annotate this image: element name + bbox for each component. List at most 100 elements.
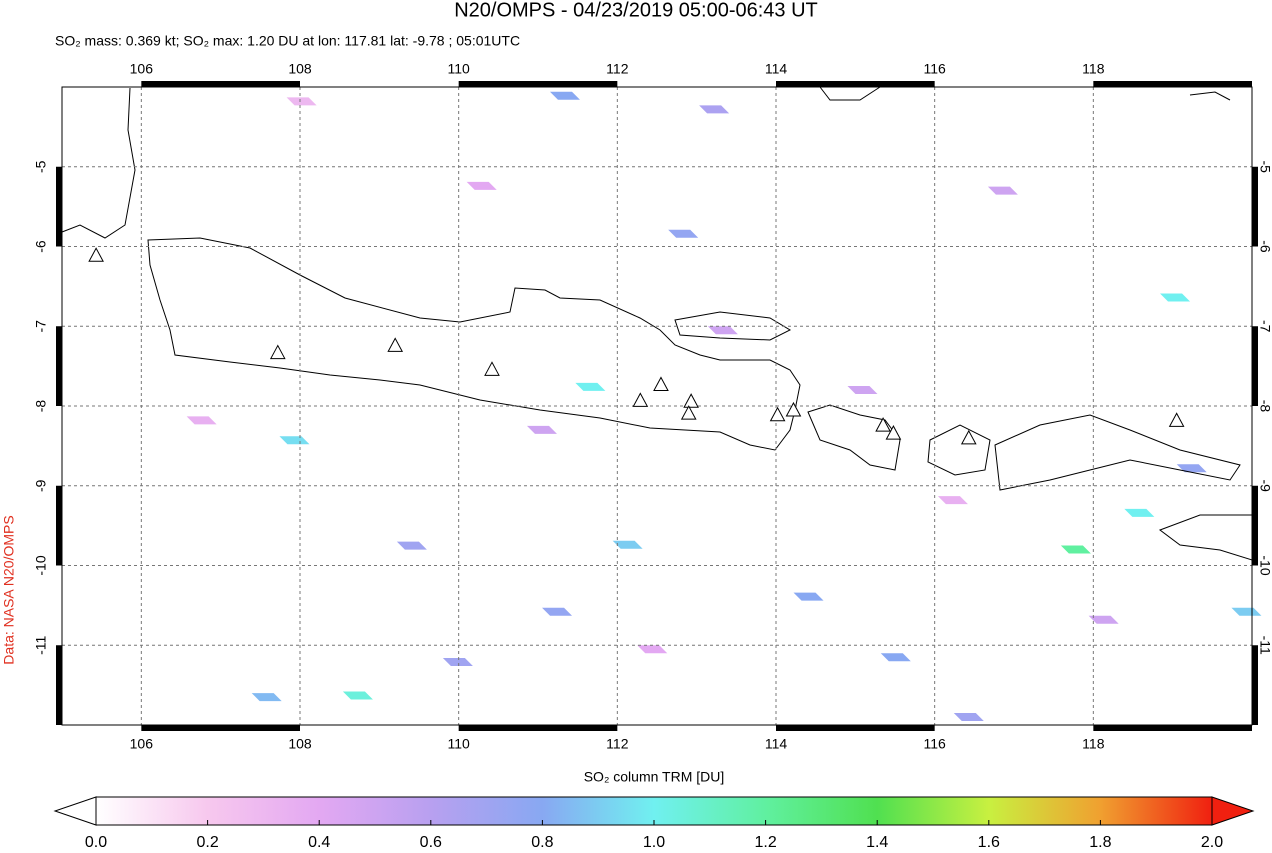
volcano — [269, 344, 286, 360]
colorbar-tick-label: 0.8 — [531, 834, 553, 851]
so2-pixel — [466, 181, 497, 190]
chart-title: N20/OMPS - 04/23/2019 05:00-06:43 UT — [454, 0, 818, 21]
so2-pixel — [279, 436, 310, 445]
x-tick-label: 108 — [288, 736, 312, 752]
frame-bar — [1252, 485, 1258, 566]
x-tick-label: 112 — [606, 61, 629, 77]
y-tick-label: -7 — [1257, 320, 1272, 333]
volcano — [653, 376, 669, 391]
volcano — [88, 247, 104, 262]
x-tick-label: 112 — [606, 736, 629, 752]
frame-bar — [1252, 166, 1258, 247]
colorbar-tick-label: 1.0 — [643, 834, 665, 851]
x-tick-label: 118 — [1082, 736, 1105, 752]
x-tick-label: 114 — [765, 61, 788, 77]
so2-pixel — [612, 540, 643, 549]
so2-pixel — [526, 425, 557, 434]
frame-bar — [141, 81, 300, 87]
so2-pixel — [1060, 545, 1091, 554]
so2-pixel — [186, 416, 217, 425]
so2-pixel — [251, 693, 282, 702]
colorbar-tick-label: 1.6 — [978, 834, 1000, 851]
frame-bar — [141, 725, 300, 731]
x-tick-label: 118 — [1082, 61, 1105, 77]
volcano — [387, 337, 404, 352]
y-tick-label: -6 — [33, 240, 49, 253]
colorbar-tick-label: 2.0 — [1201, 834, 1223, 851]
so2-pixel — [442, 657, 473, 666]
y-tick-label: -9 — [1257, 480, 1272, 493]
frame-bar — [776, 81, 935, 87]
y-tick-label: -8 — [1257, 400, 1272, 413]
volcano — [769, 406, 786, 422]
so2-pixel — [1176, 464, 1207, 473]
so2-pixel — [793, 592, 824, 601]
credit: Data: NASA N20/OMPS — [1, 515, 17, 664]
so2-pixel — [880, 653, 911, 662]
x-tick-label: 116 — [924, 736, 947, 752]
frame-bar — [56, 326, 62, 406]
volcano — [875, 417, 891, 432]
volcano — [785, 401, 802, 417]
volcano — [484, 361, 500, 376]
so2-pixel — [542, 607, 573, 616]
frame-bar — [1093, 725, 1252, 731]
so2-pixel — [987, 186, 1018, 195]
y-tick-label: -6 — [1257, 240, 1272, 253]
so2-pixel — [668, 229, 699, 238]
so2-pixel — [937, 496, 968, 505]
x-tick-label: 110 — [448, 736, 471, 752]
colorbar-arrow — [53, 796, 97, 826]
so2-pixel — [637, 645, 668, 654]
so2-pixel — [953, 713, 984, 722]
frame-bar — [458, 725, 618, 731]
frame-bar — [776, 725, 935, 731]
x-tick-label: 114 — [765, 736, 788, 752]
so2-pixel — [575, 382, 606, 391]
x-tick-label: 106 — [130, 61, 154, 77]
y-tick-label: -7 — [33, 320, 49, 333]
colorbar-tick-label: 1.2 — [754, 834, 776, 851]
so2-pixel — [286, 97, 317, 106]
so2-pixel — [847, 386, 878, 395]
subtitle: SO₂ mass: 0.369 kt; SO₂ max: 1.20 DU at … — [55, 33, 520, 49]
colorbar-tick-label: 0.6 — [420, 834, 442, 851]
y-tick-label: -10 — [33, 555, 49, 575]
y-tick-label: -8 — [33, 400, 49, 413]
frame-bar — [458, 81, 618, 87]
frame-bar — [56, 645, 62, 725]
volcano — [680, 405, 697, 420]
volcano — [885, 425, 902, 440]
volcano — [960, 429, 977, 445]
frame-bar — [1252, 326, 1258, 406]
so2-pixel — [549, 91, 580, 100]
x-tick-label: 116 — [924, 61, 947, 77]
y-tick-label: -11 — [1257, 636, 1272, 655]
y-tick-label: -5 — [1257, 161, 1272, 174]
colorbar-tick-label: 0.4 — [308, 834, 330, 851]
colorbar-tick-label: 1.4 — [866, 834, 888, 851]
y-tick-label: -9 — [33, 479, 49, 492]
so2-pixel — [396, 541, 427, 550]
y-tick-label: -5 — [33, 160, 49, 173]
so2-pixel — [342, 691, 373, 700]
y-tick-label: -10 — [1257, 555, 1272, 575]
y-tick-label: -11 — [33, 635, 49, 654]
colorbar-label: SO₂ column TRM [DU] — [584, 769, 725, 785]
coastlines — [61, 86, 1253, 561]
frame-bar — [56, 485, 62, 566]
frame-bar — [1093, 81, 1252, 87]
volcano — [632, 392, 649, 407]
x-tick-label: 108 — [288, 61, 312, 77]
colorbar-tick-label: 1.8 — [1089, 834, 1111, 851]
so2-pixel — [1231, 607, 1262, 616]
so2-pixel — [1088, 615, 1119, 624]
x-tick-label: 110 — [448, 61, 471, 77]
colorbar-tick-label: 0.0 — [85, 834, 107, 851]
x-tick-label: 106 — [130, 736, 154, 752]
frame-bar — [1252, 645, 1258, 725]
colorbar-tick-label: 0.2 — [196, 834, 218, 851]
colorbar-arrow — [1211, 796, 1255, 826]
so2-pixel — [707, 326, 738, 335]
